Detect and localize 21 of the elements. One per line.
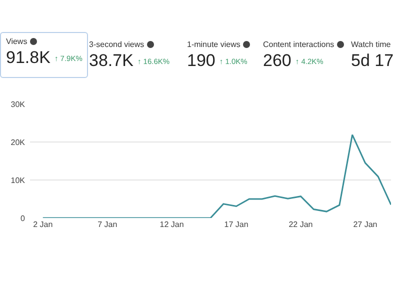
category-label: 3-second views: [89, 40, 144, 49]
category-label: Content interactions: [263, 40, 334, 49]
x-tick-label: 2 Jan: [33, 220, 53, 229]
y-tick-label: 0: [20, 214, 26, 223]
category-label: Watch time: [351, 40, 391, 49]
category-label: 1-minute views: [187, 40, 240, 49]
y-tick-label: 20K: [10, 138, 26, 147]
x-tick-label: 12 Jan: [160, 220, 184, 229]
category-label: Views: [6, 37, 28, 46]
text: 260: [263, 51, 292, 70]
x-tick-label: 22 Jan: [288, 220, 313, 229]
y-tick-label: 30K: [10, 100, 26, 109]
x-tick-label: 27 Jan: [353, 220, 378, 229]
line-series: [42, 134, 391, 218]
text: 5d 17: [351, 51, 394, 70]
x-tick-label: 7 Jan: [98, 220, 118, 229]
y-tick-label: 10K: [10, 176, 26, 185]
text: 190: [187, 51, 216, 70]
text: 91.8K: [6, 48, 50, 67]
text: 38.7K: [89, 51, 134, 70]
x-tick-label: 17 Jan: [224, 220, 248, 229]
